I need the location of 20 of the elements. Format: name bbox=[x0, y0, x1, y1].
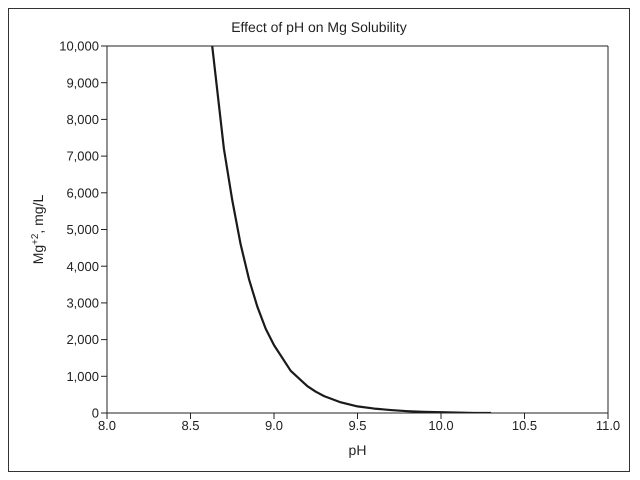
x-tick-label: 9.5 bbox=[348, 418, 367, 434]
y-tick-label: 1,000 bbox=[66, 368, 99, 384]
x-tick-label: 8.5 bbox=[181, 418, 200, 434]
y-tick-label: 9,000 bbox=[66, 75, 99, 90]
y-tick-label: 5,000 bbox=[66, 222, 99, 238]
x-tick-label: 10.5 bbox=[512, 418, 538, 434]
chart-title: Effect of pH on Mg Solubility bbox=[230, 19, 408, 35]
x-tick-label: 8.0 bbox=[98, 418, 116, 434]
y-tick-label: 0 bbox=[92, 406, 99, 421]
x-tick-label: 11.0 bbox=[596, 418, 620, 434]
y-tick-label: 10,000 bbox=[59, 38, 99, 54]
y-tick-label: 6,000 bbox=[66, 185, 99, 200]
y-tick-label: 3,000 bbox=[66, 296, 99, 311]
y-tick-label: 2,000 bbox=[66, 332, 99, 348]
x-tick-label: 9.0 bbox=[264, 418, 284, 434]
y-tick-label: 4,000 bbox=[66, 258, 99, 274]
y-tick-label: 8,000 bbox=[66, 112, 99, 128]
y-tick-label: 7,000 bbox=[66, 148, 99, 164]
x-axis-title: pH bbox=[348, 442, 366, 458]
x-tick-label: 10.0 bbox=[428, 418, 454, 434]
